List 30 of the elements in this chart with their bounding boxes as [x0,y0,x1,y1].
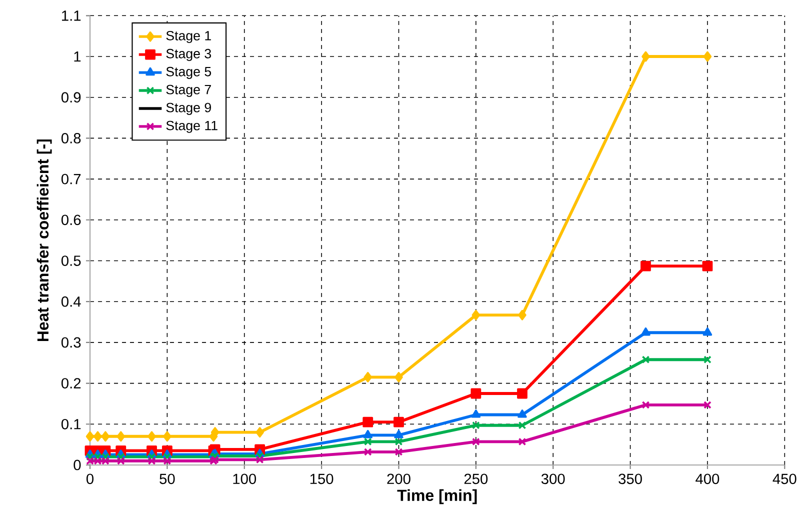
y-tick-label: 0.2 [61,378,81,388]
y-tick-label: 0.1 [61,418,81,430]
x-tick-label: 300 [541,474,565,484]
legend-label: Stage 5 [166,66,212,79]
legend-label: Stage 9 [166,102,211,115]
x-tick-label: 100 [233,474,256,484]
x-tick-label: 50 [160,474,175,484]
x-axis-title: Time [min] [397,489,477,504]
y-tick-label: 0.9 [61,92,81,103]
x-tick-label: 0 [86,474,94,484]
x-tick-label: 450 [772,474,796,484]
y-tick-label: 0 [74,460,81,470]
y-tick-label: 0.7 [61,174,81,184]
y-tick-label: 1 [74,51,81,62]
y-tick-label: 0.3 [61,337,81,348]
y-tick-label: 0.5 [61,256,81,266]
y-axis-title: Heat transfer coeffieicnt [-] [36,139,52,342]
x-tick-label: 350 [618,474,642,484]
legend-label: Stage 7 [166,84,211,97]
x-tick-label: 200 [387,474,410,484]
x-tick-label: 400 [696,474,720,484]
x-tick-label: 150 [310,474,334,484]
y-tick-label: 1.1 [62,10,81,21]
legend-label: Stage 1 [166,30,211,44]
legend-label: Stage 11 [166,120,218,133]
x-tick-label: 250 [464,474,488,484]
legend-label: Stage 3 [166,48,212,61]
y-tick-label: 0.6 [61,214,81,226]
y-tick-label: 0.8 [61,133,81,144]
y-tick-label: 0.4 [61,296,81,307]
